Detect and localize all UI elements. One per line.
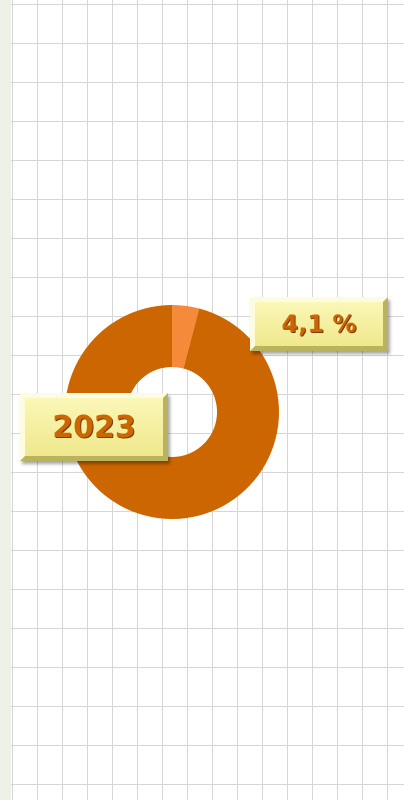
series-label: 2023 [20,393,168,461]
donut-slice [64,305,279,519]
value-label: 4,1 % [250,297,388,351]
side-strip [0,0,11,800]
donut-slice [172,305,200,369]
